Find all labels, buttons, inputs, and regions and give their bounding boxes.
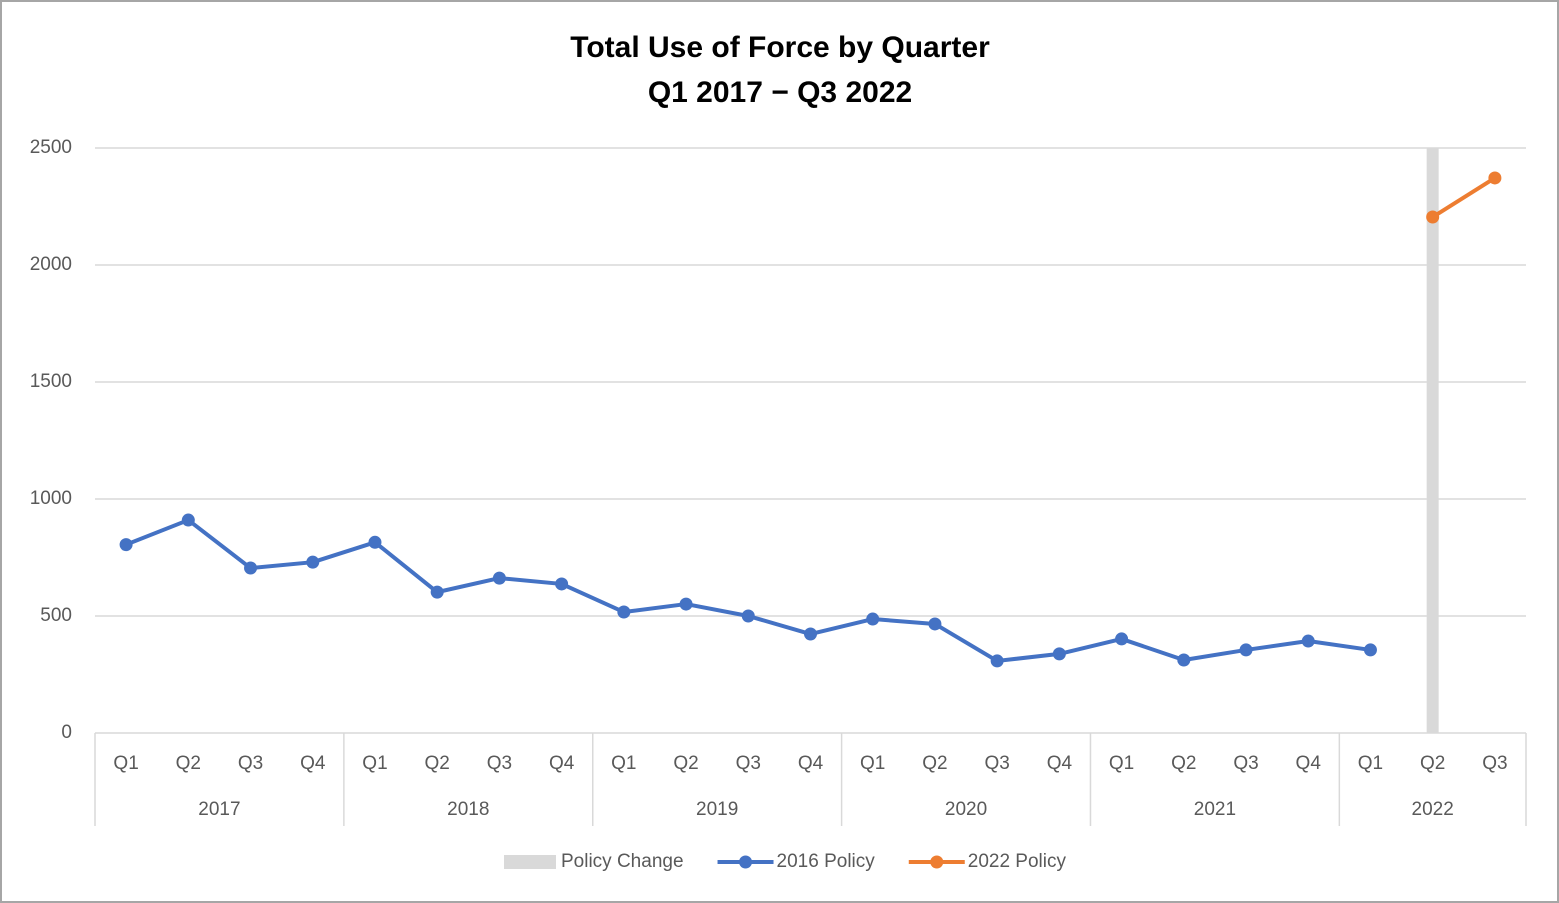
point (617, 605, 631, 619)
line (1431, 176, 1496, 219)
point (1115, 632, 1129, 646)
x-tick-label: Q1 (362, 753, 387, 774)
point (928, 617, 942, 631)
point (1426, 210, 1440, 224)
x-tick-label: Q4 (1296, 753, 1322, 774)
x-tick-label: Q3 (1233, 753, 1258, 774)
x-tick-label: Q1 (860, 753, 885, 774)
y-tick-label: 500 (40, 605, 72, 626)
x-tick-label: Q4 (798, 753, 824, 774)
x-tick-label: Q2 (1171, 753, 1196, 774)
x-group-label: 2018 (447, 799, 489, 820)
x-group-label: 2022 (1412, 799, 1454, 820)
x-tick-label: Q4 (1047, 753, 1073, 774)
point (1177, 653, 1191, 667)
x-tick-label: Q3 (1482, 753, 1507, 774)
legend-label: 2016 Policy (777, 851, 876, 872)
point (866, 612, 880, 626)
legend-swatch (739, 855, 753, 869)
point (990, 654, 1004, 668)
legend-swatch (930, 855, 944, 869)
x-tick-label: Q1 (113, 753, 138, 774)
point (1301, 634, 1315, 648)
x-tick-label: Q3 (487, 753, 512, 774)
x-tick-label: Q2 (1420, 753, 1445, 774)
x-tick-label: Q3 (984, 753, 1009, 774)
y-tick-label: 2500 (30, 137, 72, 158)
x-tick-label: Q2 (922, 753, 947, 774)
point (430, 585, 444, 599)
y-tick-label: 0 (61, 722, 72, 743)
chart-subtitle: Q1 2017 − Q3 2022 (648, 76, 912, 109)
y-tick-label: 1500 (30, 371, 72, 392)
x-tick-label: Q3 (238, 753, 263, 774)
legend-label: Policy Change (561, 851, 684, 872)
legend-swatch (504, 855, 556, 869)
x-group-label: 2017 (198, 799, 240, 820)
x-tick-label: Q1 (611, 753, 636, 774)
point (306, 555, 320, 569)
x-tick-label: Q2 (673, 753, 698, 774)
point (741, 609, 755, 623)
x-tick-label: Q2 (425, 753, 450, 774)
point (1052, 647, 1066, 661)
x-tick-label: Q3 (736, 753, 761, 774)
point (244, 561, 258, 575)
x-tick-label: Q1 (1109, 753, 1134, 774)
y-tick-label: 2000 (30, 254, 72, 275)
point (119, 538, 133, 552)
point (555, 577, 569, 591)
x-tick-label: Q4 (300, 753, 326, 774)
y-tick-label: 1000 (30, 488, 72, 509)
x-group-label: 2020 (945, 799, 987, 820)
point (368, 535, 382, 549)
point (1363, 643, 1377, 657)
bar (1426, 148, 1439, 733)
point (492, 571, 506, 585)
x-tick-label: Q4 (549, 753, 575, 774)
point (804, 627, 817, 641)
x-tick-label: Q1 (1358, 753, 1383, 774)
chart-title: Total Use of Force by Quarter (570, 31, 990, 64)
point (1488, 171, 1502, 185)
point (181, 513, 195, 527)
x-group-label: 2019 (696, 799, 738, 820)
legend-label: 2022 Policy (968, 851, 1067, 872)
x-tick-label: Q2 (176, 753, 201, 774)
x-group-label: 2021 (1194, 799, 1236, 820)
point (1239, 643, 1253, 657)
point (679, 597, 693, 611)
